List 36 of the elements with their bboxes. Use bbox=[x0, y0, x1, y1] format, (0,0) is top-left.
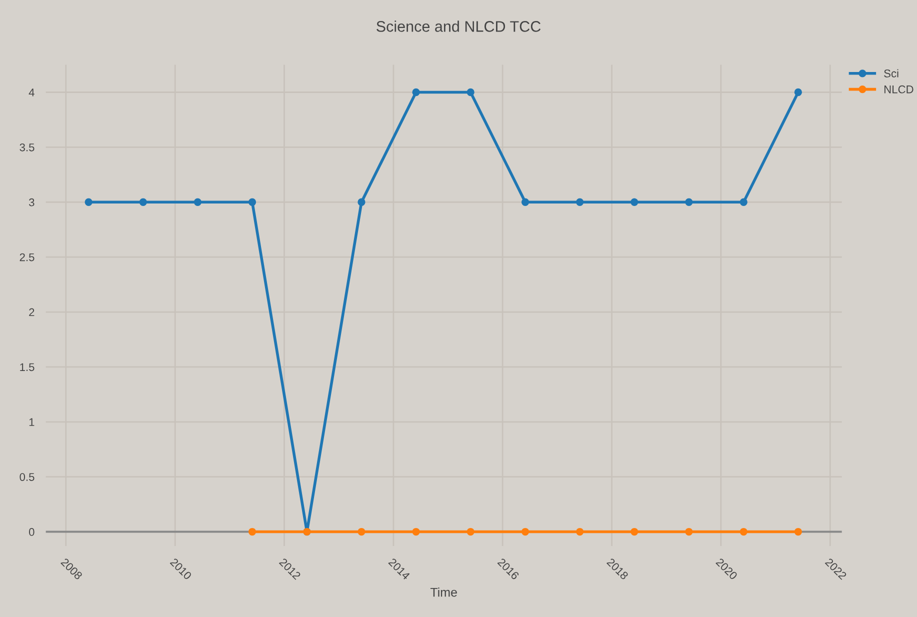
chart-title: Science and NLCD TCC bbox=[376, 20, 541, 32]
y-tick-label: 3.5 bbox=[20, 143, 34, 152]
point bbox=[358, 198, 366, 206]
point bbox=[466, 528, 474, 536]
y-tick-label: 0 bbox=[28, 528, 34, 536]
point bbox=[521, 198, 530, 206]
point bbox=[794, 528, 802, 536]
point bbox=[139, 198, 147, 206]
point bbox=[740, 528, 748, 536]
point bbox=[466, 88, 474, 96]
y-tick-label: 1 bbox=[29, 418, 34, 426]
point bbox=[794, 88, 802, 96]
point bbox=[412, 88, 420, 96]
y-tick-label: 2.5 bbox=[20, 253, 34, 262]
x-axis-title: Time bbox=[430, 588, 457, 597]
legend-label: Sci bbox=[884, 69, 898, 78]
point bbox=[248, 528, 256, 536]
point bbox=[358, 528, 366, 536]
y-tick-label: 0.5 bbox=[20, 473, 34, 481]
point bbox=[685, 198, 693, 206]
y-tick-label: 3 bbox=[28, 198, 34, 206]
point bbox=[576, 198, 584, 206]
point bbox=[630, 528, 638, 536]
point bbox=[412, 528, 420, 536]
y-tick-label: 4 bbox=[28, 88, 34, 96]
point bbox=[740, 198, 748, 206]
point bbox=[576, 528, 584, 536]
y-tick-label: 1.5 bbox=[20, 363, 34, 372]
legend-label: NLCD bbox=[884, 85, 914, 94]
y-tick-label: 2 bbox=[29, 308, 34, 316]
point bbox=[685, 528, 693, 536]
point bbox=[248, 198, 256, 206]
point bbox=[194, 198, 202, 206]
point bbox=[84, 198, 92, 206]
point bbox=[630, 198, 638, 206]
point bbox=[521, 528, 530, 536]
